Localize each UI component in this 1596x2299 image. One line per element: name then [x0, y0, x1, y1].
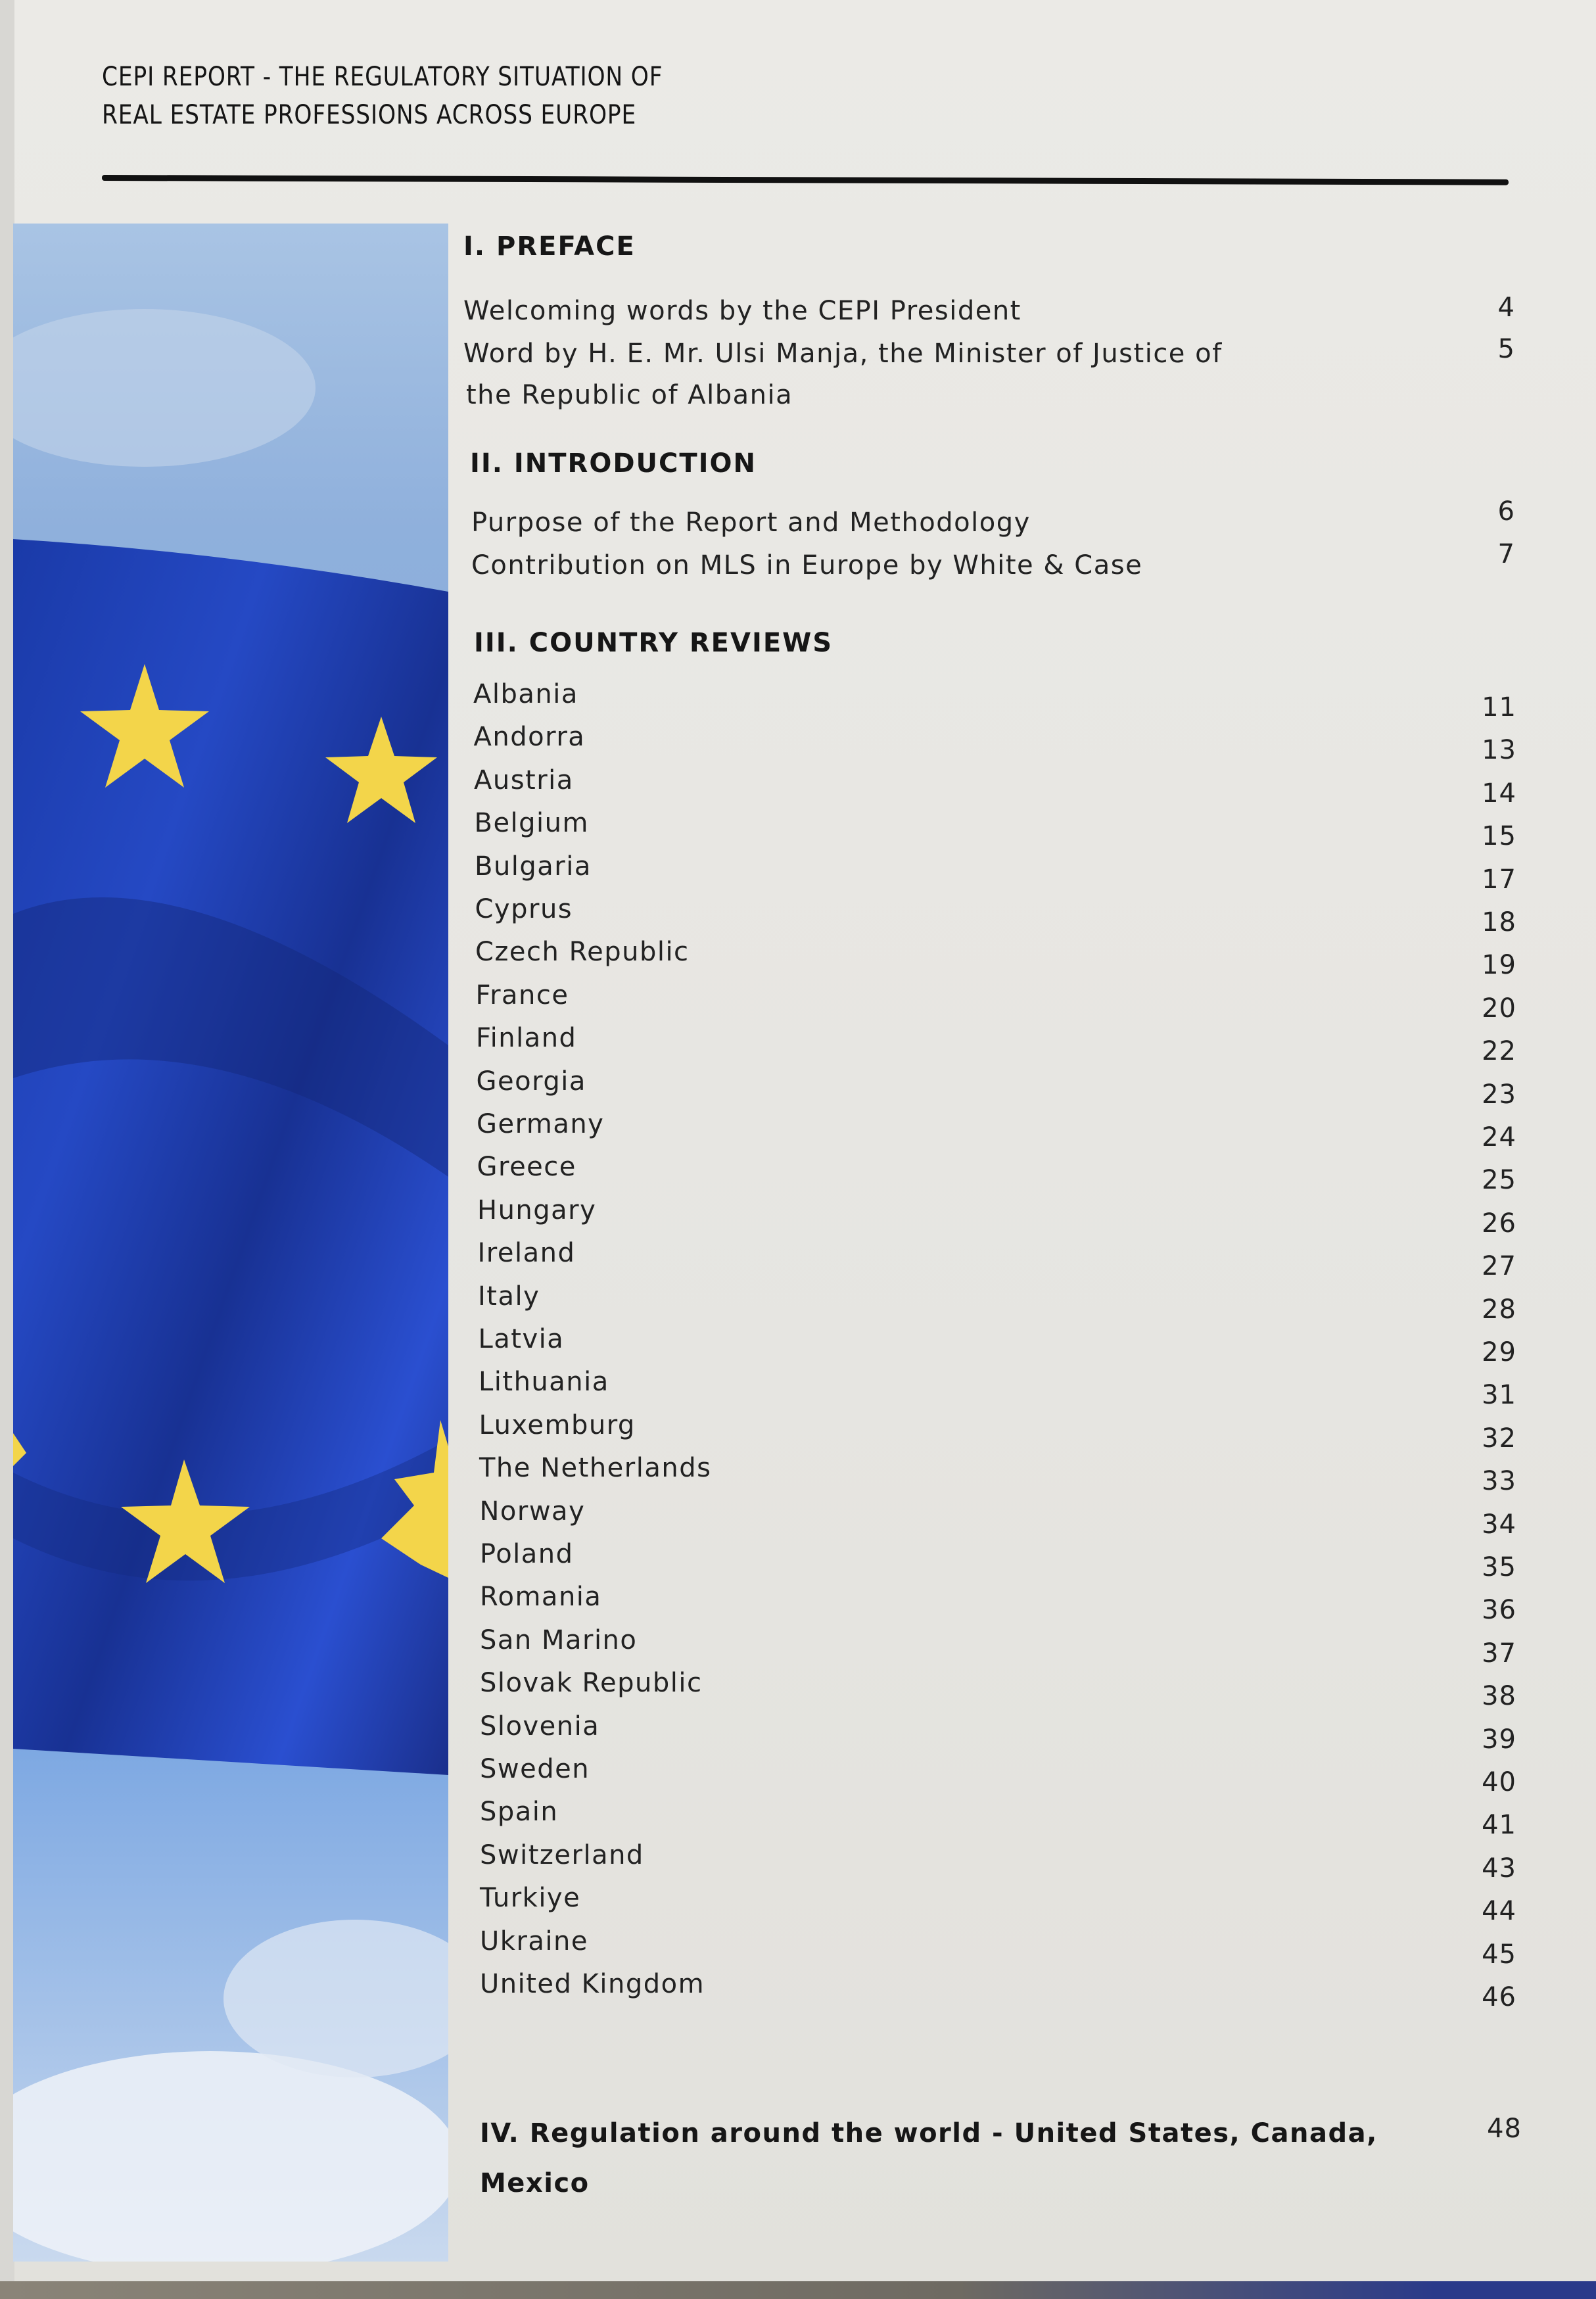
- toc-entry-title[interactable]: Spain: [480, 1797, 559, 1828]
- toc-entry-title[interactable]: Cyprus: [475, 894, 573, 924]
- header-line-2: REAL ESTATE PROFESSIONS ACROSS EUROPE: [102, 100, 637, 130]
- toc-entry-page: 48: [1487, 2114, 1522, 2144]
- toc-entry-title[interactable]: Greece: [477, 1152, 576, 1183]
- background-surface: [0, 2281, 1596, 2299]
- toc-entry-page: 25: [1482, 1165, 1516, 1196]
- toc-entry-page: 7: [1497, 539, 1515, 569]
- toc-entry-title[interactable]: Austria: [474, 765, 574, 795]
- toc-entry-page: 39: [1482, 1724, 1516, 1755]
- section-heading-world[interactable]: IV. Regulation around the world - United…: [480, 2118, 1378, 2148]
- toc-entry-title[interactable]: Romania: [480, 1582, 602, 1613]
- toc-entry-title[interactable]: United Kingdom: [480, 1969, 705, 1999]
- toc-entry-page: 17: [1482, 864, 1516, 895]
- toc-entry-page: 6: [1497, 496, 1515, 527]
- toc-entry-title[interactable]: Germany: [477, 1109, 605, 1139]
- toc-entry-title[interactable]: Purpose of the Report and Methodology: [471, 508, 1031, 538]
- toc-entry-page: 11: [1482, 692, 1516, 723]
- toc-entry-page: 13: [1482, 735, 1516, 766]
- toc-entry-page: 40: [1482, 1767, 1516, 1797]
- toc-entry-page: 19: [1482, 950, 1516, 981]
- toc-entry-page: 27: [1482, 1251, 1516, 1282]
- toc-entry-title[interactable]: Contribution on MLS in Europe by White &…: [471, 550, 1143, 581]
- toc-entry-title[interactable]: Italy: [478, 1281, 540, 1312]
- toc-entry-page: 20: [1482, 993, 1516, 1024]
- section-heading-preface: I. PREFACE: [463, 231, 636, 262]
- toc-entry-title[interactable]: Slovenia: [480, 1711, 600, 1742]
- toc-entry-title[interactable]: Switzerland: [480, 1839, 644, 1870]
- toc-entry-title[interactable]: Georgia: [476, 1066, 586, 1097]
- toc-entry-page: 26: [1482, 1208, 1516, 1239]
- toc-entry-page: 32: [1482, 1423, 1516, 1454]
- toc-entry-page: 34: [1482, 1509, 1516, 1540]
- toc-entry-title[interactable]: Finland: [476, 1023, 577, 1054]
- toc-entry-title[interactable]: Word by H. E. Mr. Ulsi Manja, the Minist…: [463, 339, 1223, 369]
- toc-entry-title[interactable]: Andorra: [473, 722, 586, 753]
- toc-entry-page: 29: [1482, 1337, 1516, 1367]
- toc-entry-page: 18: [1482, 907, 1516, 937]
- toc-entry-title[interactable]: Belgium: [474, 808, 589, 839]
- section-heading-world-continued[interactable]: Mexico: [480, 2168, 590, 2198]
- toc-entry-title[interactable]: San Marino: [480, 1624, 638, 1655]
- toc-entry-page: 22: [1482, 1036, 1516, 1067]
- toc-entry-page: 44: [1482, 1896, 1516, 1927]
- toc-entry-title[interactable]: Welcoming words by the CEPI President: [463, 296, 1021, 326]
- flag-stars: [13, 664, 448, 1583]
- report-header: CEPI REPORT - THE REGULATORY SITUATION O…: [102, 58, 663, 134]
- toc-entry-page: 37: [1482, 1638, 1516, 1669]
- toc-entry-page: 23: [1482, 1079, 1516, 1110]
- section-heading-introduction: II. INTRODUCTION: [470, 448, 757, 479]
- toc-entry-title[interactable]: Slovak Republic: [480, 1668, 703, 1699]
- toc-entry-page: 33: [1482, 1466, 1516, 1497]
- toc-entry-page: 43: [1482, 1853, 1516, 1884]
- toc-entry-page: 14: [1482, 778, 1516, 809]
- toc-entry-title[interactable]: Hungary: [477, 1195, 597, 1225]
- section-heading-country-reviews: III. COUNTRY REVIEWS: [474, 628, 833, 658]
- toc-entry-title[interactable]: France: [475, 980, 569, 1010]
- toc-entry-page: 24: [1482, 1122, 1516, 1152]
- toc-entry-title[interactable]: Ireland: [477, 1238, 576, 1269]
- toc-entry-title[interactable]: Bulgaria: [475, 851, 592, 882]
- toc-entry-title[interactable]: Latvia: [478, 1324, 565, 1354]
- toc-entry-title[interactable]: Poland: [480, 1539, 574, 1569]
- toc-entry-title[interactable]: Luxemburg: [479, 1410, 636, 1440]
- toc-entry-title[interactable]: Turkiye: [480, 1883, 581, 1914]
- toc-entry-title-continued[interactable]: the Republic of Albania: [466, 380, 793, 410]
- toc-entry-page: 41: [1482, 1810, 1516, 1841]
- page-edge: [0, 0, 14, 2299]
- toc-entry-page: 36: [1482, 1595, 1516, 1626]
- header-line-1: CEPI REPORT - THE REGULATORY SITUATION O…: [102, 62, 663, 92]
- toc-entry-title[interactable]: Albania: [473, 679, 578, 709]
- eu-flag-photo: [13, 224, 448, 2262]
- toc-entry-page: 38: [1482, 1681, 1516, 1712]
- toc-entry-page: 31: [1482, 1380, 1516, 1411]
- toc-entry-title[interactable]: The Netherlands: [479, 1453, 712, 1484]
- toc-entry-title[interactable]: Sweden: [480, 1754, 590, 1784]
- toc-entry-title[interactable]: Norway: [479, 1496, 586, 1527]
- toc-entry-page: 45: [1482, 1939, 1516, 1970]
- toc-entry-page: 35: [1482, 1552, 1516, 1582]
- toc-entry-title[interactable]: Czech Republic: [475, 937, 690, 968]
- header-divider: [101, 175, 1509, 185]
- toc-entry-title[interactable]: Ukraine: [480, 1926, 588, 1956]
- toc-entry-page: 46: [1482, 1982, 1516, 2012]
- toc-entry-title[interactable]: Lithuania: [479, 1367, 609, 1398]
- toc-entry-page: 4: [1497, 293, 1515, 323]
- toc-entry-page: 28: [1482, 1294, 1516, 1325]
- toc-entry-page: 5: [1497, 334, 1515, 364]
- toc-entry-page: 15: [1482, 821, 1516, 852]
